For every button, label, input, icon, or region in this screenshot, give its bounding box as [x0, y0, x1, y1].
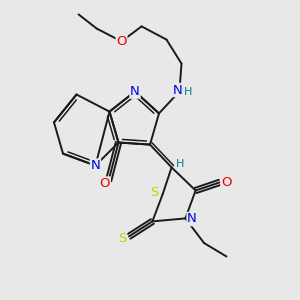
Text: O: O — [221, 176, 232, 189]
Text: N: N — [130, 85, 140, 98]
Text: H: H — [176, 159, 184, 169]
Text: N: N — [173, 83, 183, 97]
Text: N: N — [91, 159, 100, 172]
Text: O: O — [100, 177, 110, 190]
Text: S: S — [118, 232, 127, 245]
Text: N: N — [187, 212, 197, 226]
Text: S: S — [150, 186, 158, 200]
Text: H: H — [184, 87, 193, 97]
Text: O: O — [116, 35, 127, 48]
